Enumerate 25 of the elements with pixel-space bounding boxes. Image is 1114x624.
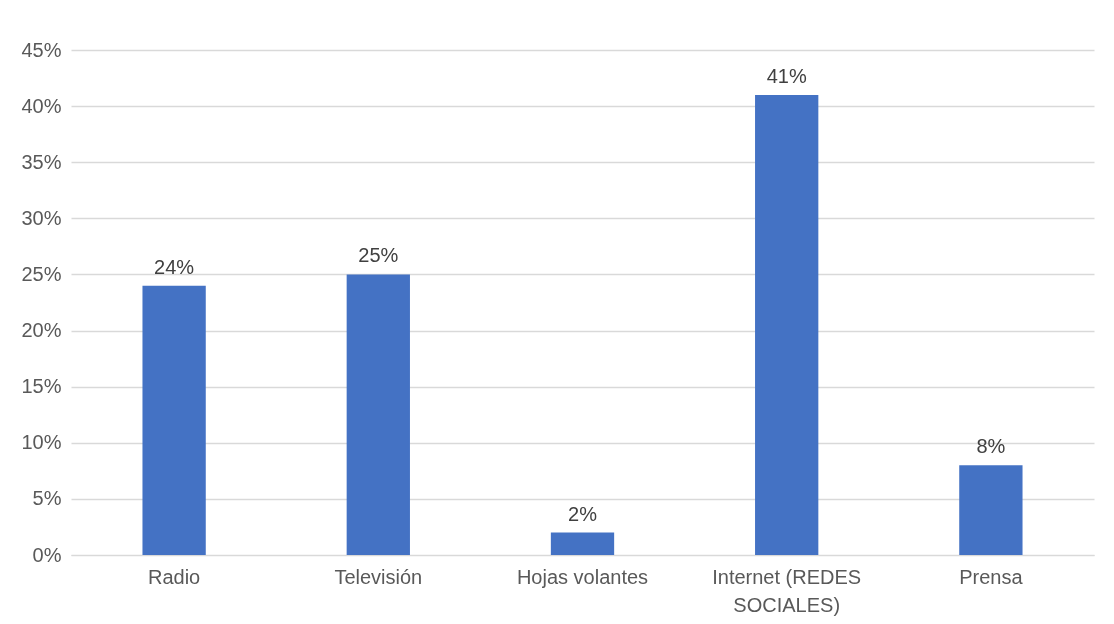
y-tick-label: 25% — [21, 262, 62, 285]
y-tick-label: 10% — [21, 431, 62, 454]
y-tick-label: 20% — [21, 319, 62, 342]
bar — [142, 285, 206, 555]
y-tick-label: 30% — [21, 206, 62, 229]
bar — [755, 94, 819, 555]
x-tick-label: Radio — [147, 565, 201, 588]
bar — [550, 532, 615, 555]
y-tick-label: 45% — [21, 38, 62, 61]
data-label: 8% — [976, 435, 1006, 458]
x-tick-label: Televisión — [334, 565, 423, 588]
x-tick-label: Internet (REDES SOCIALES) — [712, 565, 862, 616]
data-label: 41% — [766, 64, 807, 87]
y-tick-label: 35% — [21, 150, 62, 173]
x-tick-label: Hojas volantes — [516, 565, 649, 588]
data-label: 25% — [358, 244, 399, 267]
y-tick-label: 0% — [32, 543, 62, 566]
y-tick-label: 5% — [32, 487, 62, 510]
x-tick-label: Prensa — [959, 565, 1024, 588]
y-tick-label: 15% — [21, 375, 62, 398]
y-tick-label: 40% — [21, 94, 62, 117]
data-label: 2% — [568, 502, 598, 525]
bar — [959, 465, 1023, 555]
bar — [346, 274, 410, 555]
data-label: 24% — [154, 255, 195, 278]
